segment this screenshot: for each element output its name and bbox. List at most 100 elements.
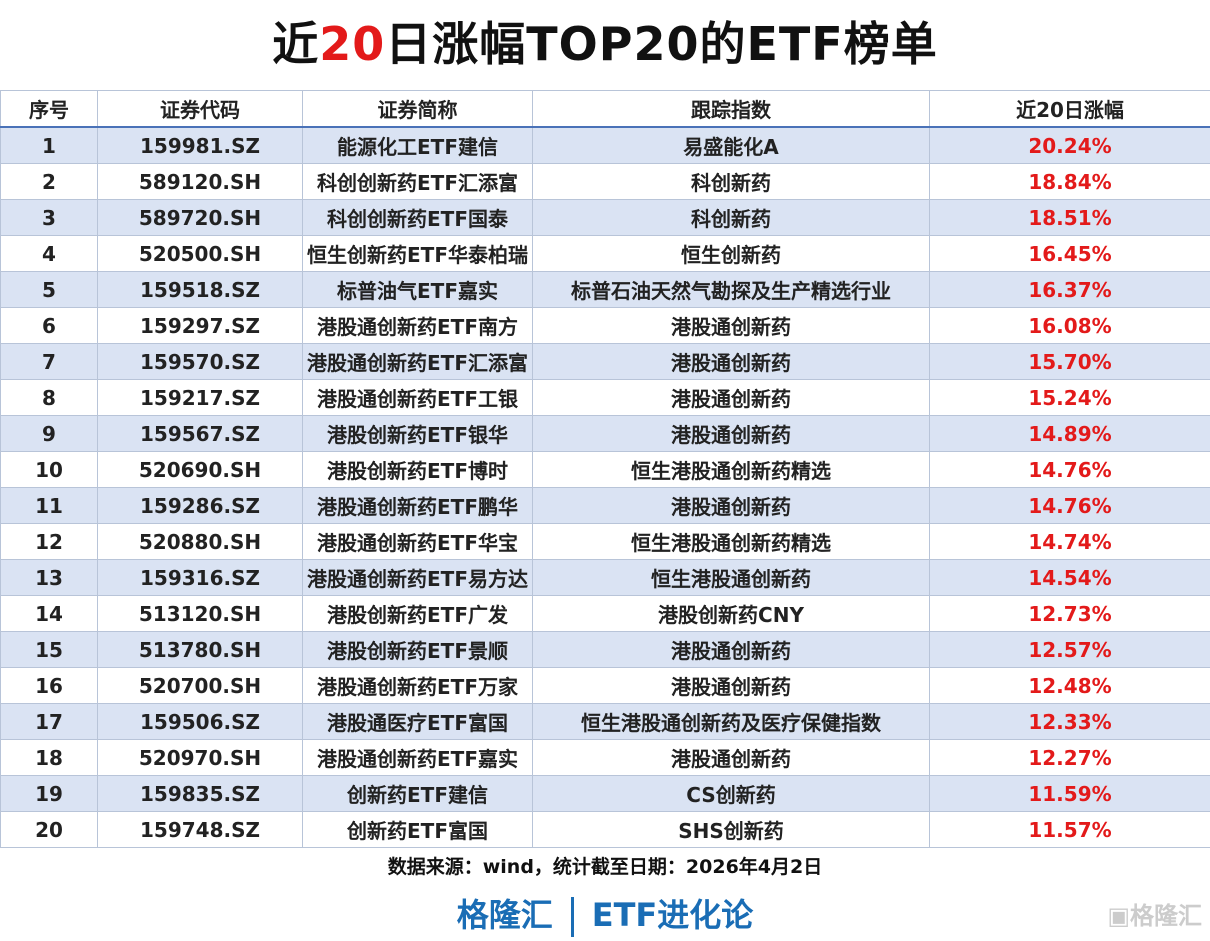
header-change: 近20日涨幅 — [929, 90, 1210, 128]
table-row: 18 520970.SH 港股通创新药ETF嘉实 港股通创新药 12.27% — [0, 739, 1210, 776]
cell-index: 港股通创新药 — [532, 739, 930, 776]
cell-rank: 12 — [0, 523, 98, 560]
cell-change: 20.24% — [929, 126, 1210, 164]
cell-index: 科创新药 — [532, 199, 930, 236]
cell-rank: 3 — [0, 199, 98, 236]
cell-rank: 9 — [0, 415, 98, 452]
cell-index: 易盛能化A — [532, 126, 930, 164]
brand-name: 格隆汇 — [456, 896, 553, 934]
data-source-note: 数据来源：wind，统计截至日期：2026年4月2日 — [387, 856, 823, 878]
cell-name: 港股通医疗ETF富国 — [302, 703, 533, 740]
cell-rank: 17 — [0, 703, 98, 740]
cell-name: 能源化工ETF建信 — [302, 126, 533, 164]
cell-code: 520880.SH — [97, 523, 303, 560]
cell-rank: 13 — [0, 559, 98, 596]
cell-change: 14.54% — [929, 559, 1210, 596]
cell-code: 159567.SZ — [97, 415, 303, 452]
cell-rank: 8 — [0, 379, 98, 416]
table-row: 14 513120.SH 港股创新药ETF广发 港股创新药CNY 12.73% — [0, 595, 1210, 632]
cell-change: 18.84% — [929, 163, 1210, 200]
cell-change: 12.33% — [929, 703, 1210, 740]
table-row: 6 159297.SZ 港股通创新药ETF南方 港股通创新药 16.08% — [0, 307, 1210, 344]
cell-name: 港股通创新药ETF南方 — [302, 307, 533, 344]
table-row: 2 589120.SH 科创创新药ETF汇添富 科创新药 18.84% — [0, 163, 1210, 200]
watermark-logo: ▣格隆汇 — [1107, 902, 1202, 930]
table-row: 8 159217.SZ 港股通创新药ETF工银 港股通创新药 15.24% — [0, 379, 1210, 416]
table-row: 5 159518.SZ 标普油气ETF嘉实 标普石油天然气勘探及生产精选行业 16.37… — [0, 271, 1210, 308]
cell-change: 12.73% — [929, 595, 1210, 632]
cell-change: 16.45% — [929, 235, 1210, 272]
cell-change: 12.57% — [929, 631, 1210, 668]
cell-code: 520700.SH — [97, 667, 303, 704]
cell-code: 589120.SH — [97, 163, 303, 200]
cell-index: 恒生港股通创新药 — [532, 559, 930, 596]
cell-rank: 4 — [0, 235, 98, 272]
cell-code: 159518.SZ — [97, 271, 303, 308]
cell-name: 港股通创新药ETF易方达 — [302, 559, 533, 596]
cell-code: 159217.SZ — [97, 379, 303, 416]
cell-code: 159748.SZ — [97, 811, 303, 848]
cell-rank: 14 — [0, 595, 98, 632]
cell-change: 18.51% — [929, 199, 1210, 236]
table-row: 1 159981.SZ 能源化工ETF建信 易盛能化A 20.24% — [0, 126, 1210, 164]
cell-code: 159316.SZ — [97, 559, 303, 596]
cell-name: 港股通创新药ETF汇添富 — [302, 343, 533, 380]
cell-change: 15.70% — [929, 343, 1210, 380]
cell-rank: 1 — [0, 126, 98, 164]
cell-name: 港股通创新药ETF鹏华 — [302, 487, 533, 524]
table-row: 16 520700.SH 港股通创新药ETF万家 港股通创新药 12.48% — [0, 667, 1210, 704]
cell-rank: 16 — [0, 667, 98, 704]
cell-index: 科创新药 — [532, 163, 930, 200]
cell-name: 港股通创新药ETF嘉实 — [302, 739, 533, 776]
title-post: 日涨幅TOP20的ETF榜单 — [385, 17, 938, 71]
cell-index: 港股通创新药 — [532, 379, 930, 416]
cell-index: 标普石油天然气勘探及生产精选行业 — [532, 271, 930, 308]
table-row: 12 520880.SH 港股通创新药ETF华宝 恒生港股通创新药精选 14.74% — [0, 523, 1210, 560]
cell-code: 159506.SZ — [97, 703, 303, 740]
cell-name: 科创创新药ETF汇添富 — [302, 163, 533, 200]
cell-name: 港股创新药ETF景顺 — [302, 631, 533, 668]
table-header-row: 序号 证券代码 证券简称 跟踪指数 近20日涨幅 — [0, 90, 1210, 128]
cell-index: 恒生港股通创新药精选 — [532, 523, 930, 560]
page-title: 近20日涨幅TOP20的ETF榜单 — [0, 8, 1210, 74]
cell-code: 520690.SH — [97, 451, 303, 488]
cell-code: 520500.SH — [97, 235, 303, 272]
cell-rank: 2 — [0, 163, 98, 200]
brand-column: ETF进化论 — [591, 896, 754, 934]
cell-name: 港股创新药ETF博时 — [302, 451, 533, 488]
title-pre: 近 — [272, 17, 320, 71]
cell-code: 159297.SZ — [97, 307, 303, 344]
table-row: 9 159567.SZ 港股创新药ETF银华 港股通创新药 14.89% — [0, 415, 1210, 452]
table-row: 11 159286.SZ 港股通创新药ETF鹏华 港股通创新药 14.76% — [0, 487, 1210, 524]
cell-name: 港股创新药ETF银华 — [302, 415, 533, 452]
cell-rank: 11 — [0, 487, 98, 524]
cell-rank: 18 — [0, 739, 98, 776]
table-row: 13 159316.SZ 港股通创新药ETF易方达 恒生港股通创新药 14.54% — [0, 559, 1210, 596]
cell-code: 159981.SZ — [97, 126, 303, 164]
table-row: 7 159570.SZ 港股通创新药ETF汇添富 港股通创新药 15.70% — [0, 343, 1210, 380]
cell-code: 520970.SH — [97, 739, 303, 776]
cell-name: 创新药ETF富国 — [302, 811, 533, 848]
cell-code: 513780.SH — [97, 631, 303, 668]
cell-rank: 6 — [0, 307, 98, 344]
cell-rank: 15 — [0, 631, 98, 668]
table-row: 15 513780.SH 港股创新药ETF景顺 港股通创新药 12.57% — [0, 631, 1210, 668]
cell-name: 科创创新药ETF国泰 — [302, 199, 533, 236]
cell-change: 14.76% — [929, 451, 1210, 488]
cell-rank: 19 — [0, 775, 98, 812]
cell-code: 159835.SZ — [97, 775, 303, 812]
etf-ranking-table: 序号 证券代码 证券简称 跟踪指数 近20日涨幅 1 159981.SZ 能源化工ETF建信… — [0, 90, 1210, 848]
cell-index: 恒生创新药 — [532, 235, 930, 272]
cell-index: 港股通创新药 — [532, 487, 930, 524]
cell-index: 港股通创新药 — [532, 631, 930, 668]
cell-change: 16.08% — [929, 307, 1210, 344]
brand-footer: 格隆汇 ETF进化论 — [0, 890, 1210, 937]
cell-code: 589720.SH — [97, 199, 303, 236]
cell-rank: 20 — [0, 811, 98, 848]
cell-code: 513120.SH — [97, 595, 303, 632]
cell-rank: 5 — [0, 271, 98, 308]
brand-divider — [570, 897, 574, 937]
cell-change: 12.48% — [929, 667, 1210, 704]
cell-index: 港股通创新药 — [532, 667, 930, 704]
